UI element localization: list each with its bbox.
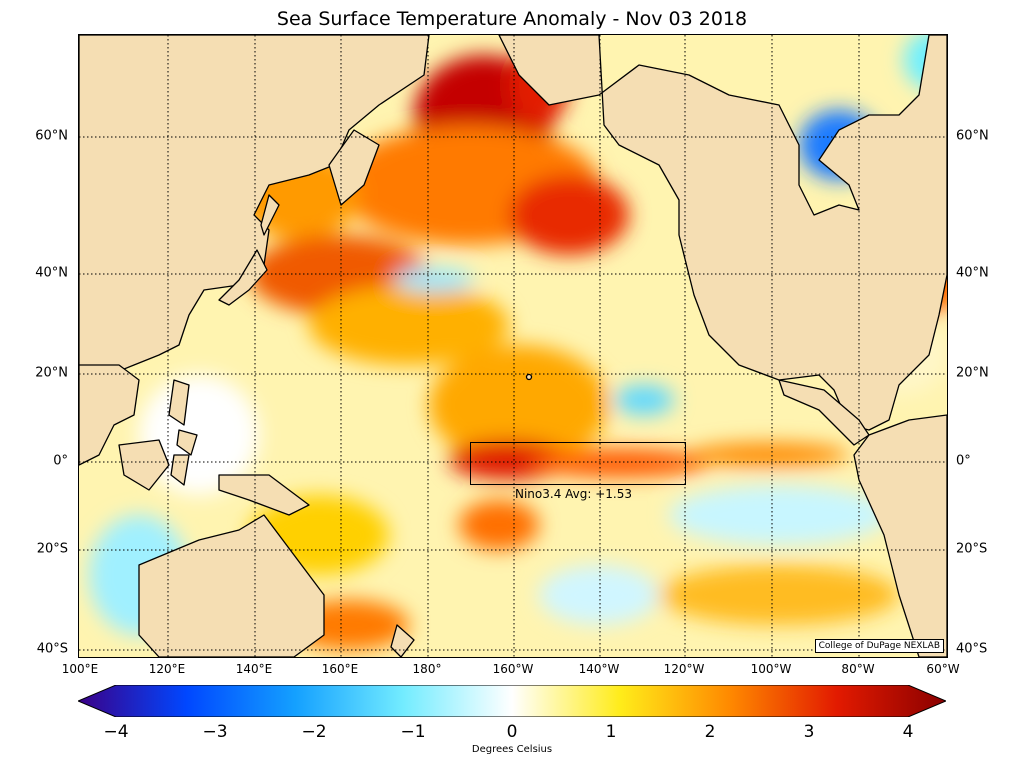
lat-label-left: 0° (53, 453, 68, 469)
lon-label: 180° (412, 662, 442, 676)
nino34-region-box (470, 442, 686, 485)
colorbar-tick: −2 (301, 722, 327, 742)
land-south-america (853, 414, 947, 657)
land-hawaii (525, 373, 533, 381)
land-north-america (498, 35, 947, 431)
colorbar-tick: 1 (605, 722, 617, 742)
lon-label: 160°W (492, 662, 534, 676)
lon-label: 140°E (235, 662, 273, 676)
lat-label-right: 0° (956, 453, 971, 469)
lat-label-left: 20°S (36, 541, 68, 557)
lon-label: 140°W (578, 662, 620, 676)
lon-label: 60°W (926, 662, 960, 676)
lat-label-left: 40°N (35, 265, 68, 281)
land-borneo (118, 439, 190, 491)
lon-label: 100°E (61, 662, 99, 676)
land-new-zealand (390, 624, 415, 657)
land-philippines (168, 379, 198, 456)
land-indochina (79, 364, 140, 466)
colorbar-tick: −3 (202, 722, 228, 742)
lon-label: 160°E (321, 662, 359, 676)
lon-label: 100°W (750, 662, 792, 676)
lon-label: 120°W (663, 662, 705, 676)
lat-label-left: 40°S (36, 641, 68, 657)
land-new-guinea (218, 474, 310, 516)
credit-label: College of DuPage NEXLAB (814, 639, 944, 653)
lat-label-right: 20°N (956, 365, 989, 381)
colorbar-tick: 3 (803, 722, 815, 742)
nino34-avg-label: Nino3.4 Avg: +1.53 (515, 487, 633, 501)
colorbar-tick: 4 (902, 722, 914, 742)
warm-anomaly-nino (449, 440, 569, 480)
colorbar (78, 685, 946, 717)
sst-anomaly-map: Nino3.4 Avg: +1.53 College of DuPage NEX… (78, 34, 948, 658)
land-japan (218, 194, 280, 306)
colorbar-tick: 2 (704, 722, 716, 742)
lat-label-right: 20°S (956, 541, 988, 557)
lat-label-left: 60°N (35, 128, 68, 144)
map-title: Sea Surface Temperature Anomaly - Nov 03… (276, 8, 748, 30)
land-kamchatka (328, 129, 380, 206)
lat-label-left: 20°N (35, 365, 68, 381)
colorbar-tick: −4 (103, 722, 129, 742)
colorbar-tick: −1 (400, 722, 426, 742)
lon-label: 80°W (841, 662, 875, 676)
map-svg (79, 35, 947, 657)
lat-label-right: 40°S (956, 641, 988, 657)
lat-label-right: 60°N (956, 128, 989, 144)
land-central-america (778, 379, 870, 446)
lat-label-right: 40°N (956, 265, 989, 281)
colorbar-label: Degrees Celsius (471, 744, 553, 755)
graticule (79, 35, 947, 657)
colorbar-tick: 0 (506, 722, 518, 742)
lon-label: 120°E (148, 662, 186, 676)
